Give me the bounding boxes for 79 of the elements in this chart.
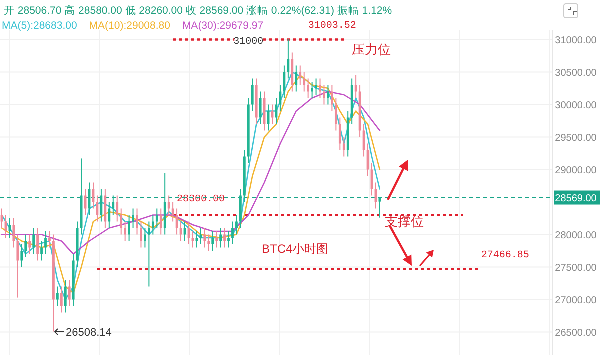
candlestick bbox=[16, 234, 20, 298]
candlestick bbox=[331, 84, 334, 112]
candlestick bbox=[224, 228, 226, 248]
y-tick-label: 31000.00 bbox=[555, 35, 598, 46]
candlestick bbox=[116, 195, 119, 222]
candlestick bbox=[334, 98, 338, 132]
candlestick bbox=[323, 84, 326, 106]
candlestick bbox=[160, 208, 162, 236]
candlestick bbox=[307, 78, 310, 99]
candlestick bbox=[148, 221, 150, 288]
candlestick bbox=[120, 208, 123, 236]
candlestick bbox=[124, 221, 127, 242]
candlestick bbox=[28, 234, 32, 255]
candlestick bbox=[108, 202, 111, 229]
candlestick bbox=[354, 75, 358, 99]
candlestick bbox=[112, 195, 115, 216]
y-tick-label: 29000.00 bbox=[555, 165, 598, 176]
candlestick bbox=[152, 214, 154, 236]
candlestick bbox=[236, 214, 238, 236]
candlestick bbox=[48, 231, 51, 248]
candlestick bbox=[232, 221, 234, 245]
y-tick-label: 30500.00 bbox=[555, 68, 598, 79]
candlestick bbox=[192, 231, 194, 248]
candlestick bbox=[144, 228, 146, 248]
legend: MA(5):28683.00 MA(10):29008.80 MA(30):29679.97 bbox=[2, 20, 264, 32]
text: 开 28506.70 高 28580.00 低 28260.00 收 28569.00 涨幅 0.22%(62.31) 振幅 1.12% bbox=[4, 4, 392, 17]
ref-line: 31000 bbox=[173, 34, 344, 48]
candlestick bbox=[212, 231, 214, 252]
candlestick bbox=[303, 72, 306, 92]
candlestick bbox=[156, 208, 158, 229]
candlestick bbox=[68, 280, 71, 307]
candlestick bbox=[44, 231, 47, 255]
candlestick bbox=[315, 78, 318, 96]
candlestick bbox=[299, 65, 302, 86]
candlestick bbox=[132, 208, 134, 229]
y-tick-label: 26500.00 bbox=[555, 328, 598, 339]
ref-line-label: 31000 bbox=[234, 36, 264, 48]
candlestick bbox=[136, 208, 138, 236]
y-tick-label: 27500.00 bbox=[555, 262, 598, 274]
candlestick bbox=[200, 228, 202, 245]
candlestick bbox=[56, 286, 59, 307]
candlestick bbox=[168, 195, 170, 216]
y-tick-label: 29500.00 bbox=[555, 132, 598, 144]
candlestick bbox=[20, 244, 24, 268]
candlestick bbox=[327, 84, 330, 106]
annotation: 26508.14 bbox=[66, 327, 112, 339]
candlestick bbox=[228, 231, 230, 248]
candlestick bbox=[259, 91, 262, 125]
candlestick bbox=[287, 39, 290, 80]
candlestick bbox=[140, 221, 142, 248]
candlestick bbox=[342, 136, 346, 158]
candlestick bbox=[40, 240, 43, 262]
annotation: 支撑位 bbox=[385, 214, 424, 229]
candlestick bbox=[196, 231, 198, 248]
candlestick bbox=[12, 218, 16, 248]
candlestick bbox=[338, 117, 342, 151]
candlestick bbox=[251, 78, 254, 112]
candlestick bbox=[220, 228, 222, 248]
y-tick-label: 28000.00 bbox=[555, 230, 598, 242]
annotation: 31003.52 bbox=[308, 21, 356, 32]
candlestick bbox=[32, 228, 36, 255]
candlestick bbox=[172, 202, 174, 222]
ref-line-label: 27466.85 bbox=[481, 250, 530, 262]
candlestick bbox=[311, 82, 314, 99]
y-tick-label: 30000.00 bbox=[555, 100, 598, 112]
candlestick bbox=[36, 228, 39, 262]
annotation: 压力位 bbox=[352, 42, 391, 57]
candlestick bbox=[216, 231, 218, 248]
candlestick bbox=[24, 234, 28, 258]
ref-line-label: 28569.00 bbox=[555, 193, 598, 204]
candlestick bbox=[295, 65, 298, 92]
candlestick bbox=[319, 78, 322, 99]
candlestick bbox=[204, 228, 206, 248]
candlestick bbox=[60, 286, 63, 314]
candlestick bbox=[378, 196, 382, 218]
candlestick bbox=[128, 214, 130, 242]
candlestick bbox=[64, 280, 67, 314]
y-tick-label: 27000.00 bbox=[555, 295, 598, 306]
candlestick bbox=[208, 234, 210, 252]
